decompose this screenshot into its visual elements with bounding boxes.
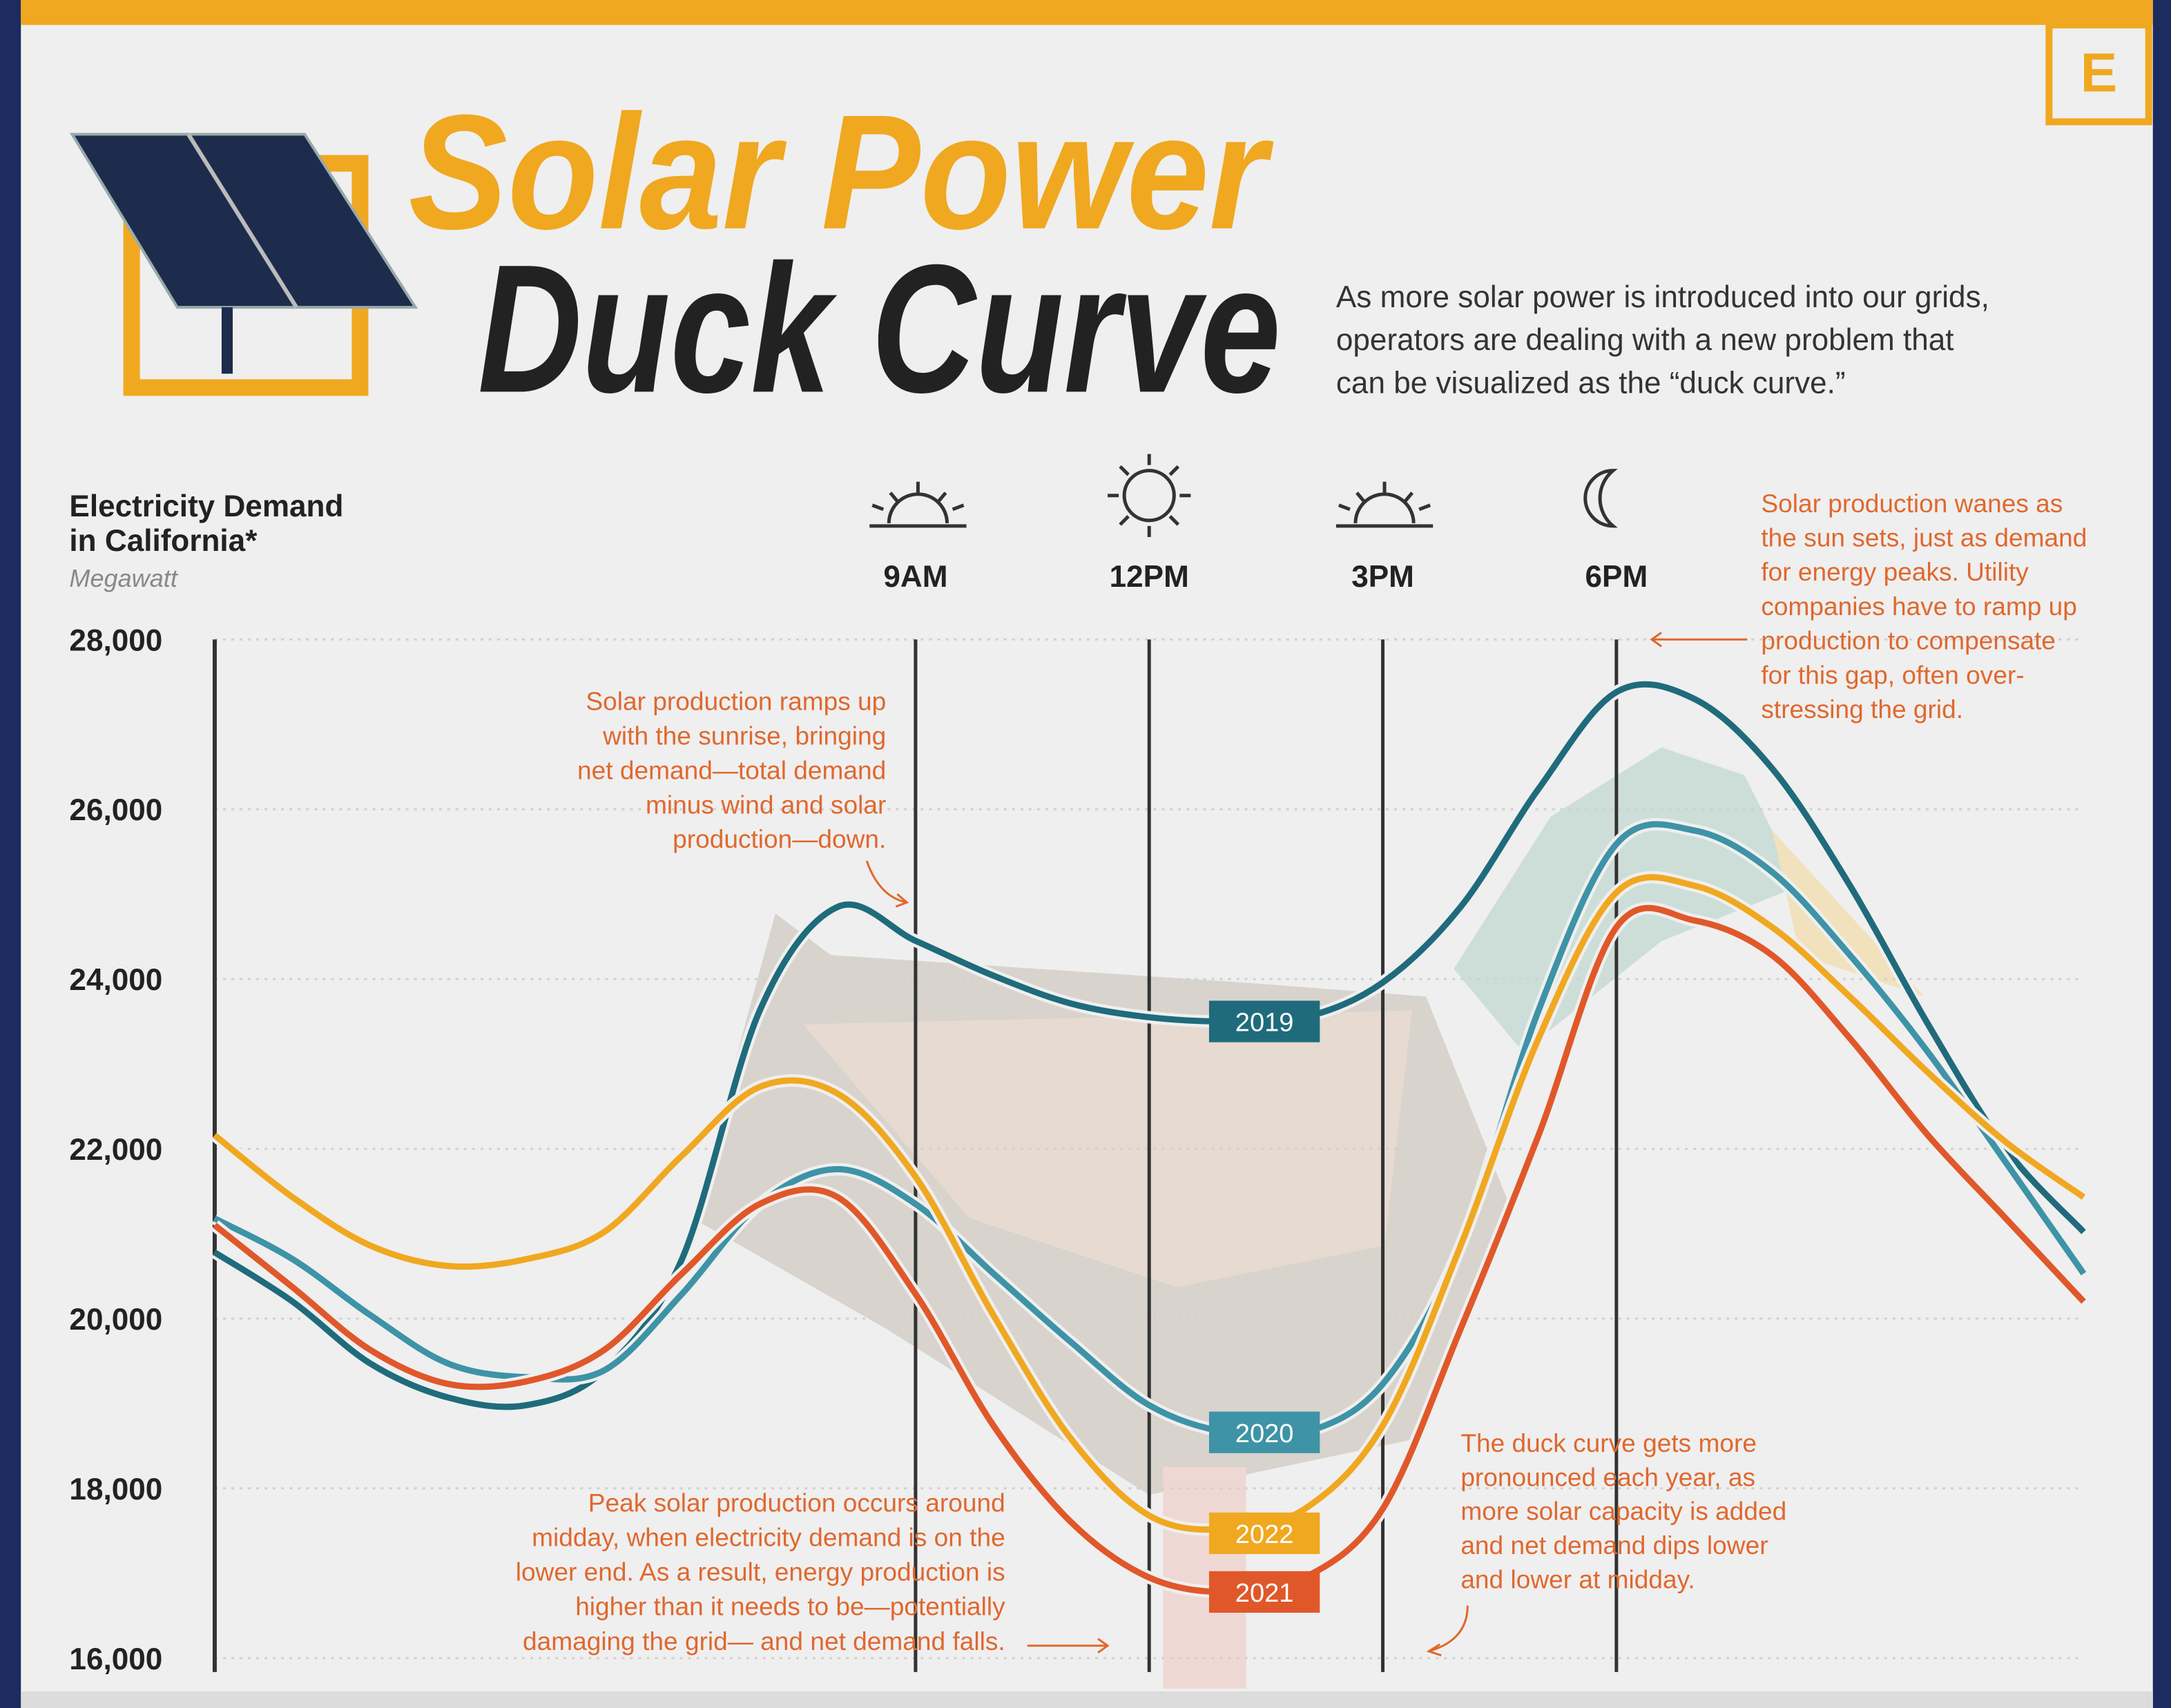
y-tick-label: 18,000 (69, 1473, 162, 1506)
y-tick-label: 28,000 (69, 623, 162, 657)
annotation: and lower at midday. (1460, 1564, 1695, 1593)
x-tick-label: 6PM (1585, 560, 1648, 594)
y-axis-unit: Megawatt (69, 564, 178, 592)
legend-label: 2019 (1235, 1009, 1294, 1038)
title-line: Duck Curve (478, 226, 1281, 431)
annotation: midday, when electricity demand is on th… (532, 1522, 1005, 1551)
legend-label: 2022 (1235, 1520, 1294, 1549)
description: As more solar power is introduced into o… (1336, 280, 1989, 314)
annotation: Solar production wanes as (1761, 489, 2063, 518)
annotation: lower end. As a result, energy productio… (516, 1557, 1005, 1586)
top-bar (21, 0, 2152, 25)
x-tick-label: 12PM (1110, 560, 1189, 594)
y-tick-label: 16,000 (69, 1642, 162, 1676)
description: operators are dealing with a new problem… (1336, 323, 1954, 357)
annotation: for this gap, often over- (1761, 660, 2024, 689)
annotation: The duck curve gets more (1460, 1428, 1757, 1457)
annotation: production to compensate (1761, 626, 2056, 655)
y-tick-label: 20,000 (69, 1303, 162, 1337)
annotation: production—down. (673, 824, 886, 853)
annotation: Solar production ramps up (586, 686, 886, 715)
y-tick-label: 24,000 (69, 963, 162, 997)
chart: E Solar Power Duck Curve As more solar p… (0, 0, 2171, 1708)
logo: E (2081, 41, 2118, 103)
annotation: damaging the grid— and net demand falls. (523, 1627, 1005, 1656)
annotation: net demand—total demand (577, 755, 886, 784)
annotation: minus wind and solar (646, 790, 886, 819)
description: can be visualized as the “duck curve.” (1336, 366, 1846, 400)
annotation: for energy peaks. Utility (1761, 557, 2029, 586)
y-tick-label: 22,000 (69, 1133, 162, 1167)
legend-label: 2021 (1235, 1579, 1294, 1608)
legend-label: 2020 (1235, 1419, 1294, 1448)
y-axis-label: Electricity Demand (69, 489, 343, 523)
y-tick-label: 26,000 (69, 793, 162, 827)
x-tick-label: 3PM (1351, 560, 1414, 594)
annotation: with the sunrise, bringing (602, 721, 886, 750)
bottom-bar (21, 1691, 2152, 1708)
annotation: the sun sets, just as demand (1761, 523, 2087, 552)
x-tick-label: 9AM (883, 560, 947, 594)
y-axis-label: in California* (69, 524, 258, 558)
annotation: higher than it needs to be—potentially (575, 1592, 1005, 1621)
annotation: Peak solar production occurs around (588, 1488, 1005, 1517)
annotation: and net demand dips lower (1460, 1531, 1768, 1560)
annotation: companies have to ramp up (1761, 592, 2077, 621)
annotation: stressing the grid. (1761, 695, 1963, 724)
annotation: pronounced each year, as (1460, 1462, 1755, 1491)
page: E Solar Power Duck Curve As more solar p… (0, 0, 2171, 1708)
annotation: more solar capacity is added (1460, 1497, 1786, 1526)
panel-post (222, 307, 233, 373)
